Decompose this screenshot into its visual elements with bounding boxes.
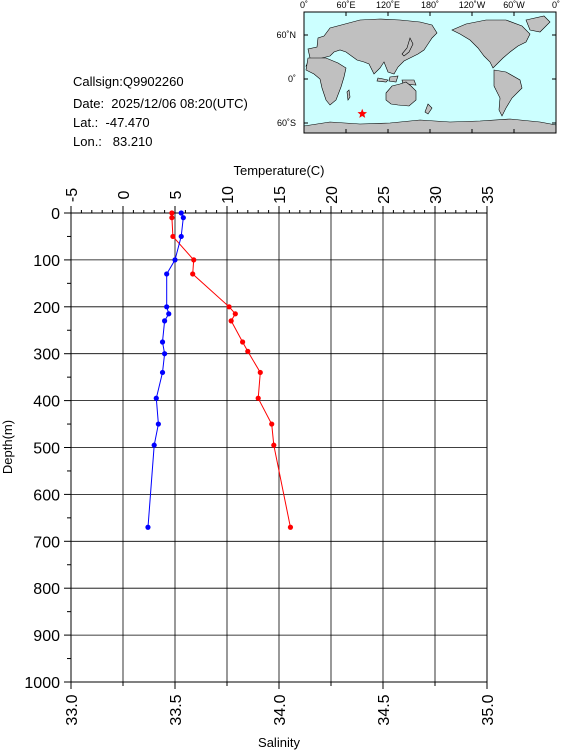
temperature-data-point xyxy=(240,339,246,345)
chart-grid xyxy=(70,212,488,683)
salinity-data-point xyxy=(166,311,172,317)
temperature-tick-label: 25 xyxy=(376,186,393,204)
map-ticks xyxy=(303,12,557,133)
depth-tick-label: 200 xyxy=(33,300,60,317)
map-lat-label: 0˚ xyxy=(288,74,296,84)
salinity-data-point xyxy=(162,318,168,324)
temperature-data-point xyxy=(226,304,232,310)
axis-ticks xyxy=(64,206,488,689)
temperature-tick-label: -5 xyxy=(64,188,81,202)
salinity-tick-labels: 33.0 33.5 34.0 34.5 35.0 xyxy=(64,694,497,725)
date-text: Date: 2025/12/06 08:20(UTC) xyxy=(73,96,248,111)
map-lat-label: 60˚N xyxy=(276,30,296,40)
callsign-text: Callsign:Q9902260 xyxy=(73,74,184,89)
latitude-text: Lat.: -47.470 xyxy=(73,115,150,130)
salinity-data-point xyxy=(151,442,157,448)
depth-tick-label: 300 xyxy=(33,347,60,364)
temperature-tick-label: 0 xyxy=(116,190,133,199)
temperature-tick-label: 10 xyxy=(220,186,237,204)
temperature-tick-label: 30 xyxy=(428,186,445,204)
map-lat-label: 60˚S xyxy=(277,118,296,128)
temperature-data-point xyxy=(228,318,234,324)
map-lon-label: 0˚ xyxy=(300,0,308,10)
salinity-data-point xyxy=(178,210,184,216)
map-lon-label: 60˚W xyxy=(503,0,525,10)
map-lon-label: 60˚E xyxy=(336,0,355,10)
temperature-axis-label: Temperature(C) xyxy=(233,163,324,178)
temperature-tick-label: 35 xyxy=(480,186,497,204)
depth-tick-labels: 0 100 200 300 400 500 600 700 800 900 1000 xyxy=(24,206,60,692)
salinity-data-point xyxy=(178,233,184,240)
depth-tick-label: 800 xyxy=(33,581,60,598)
temperature-data-point xyxy=(170,233,176,240)
salinity-axis-label: Salinity xyxy=(258,735,300,750)
map-longitude-labels: 0˚ 60˚E 120˚E 180˚ 120˚W 60˚W 0˚ xyxy=(300,0,560,10)
salinity-tick-label: 33.5 xyxy=(168,694,185,725)
temperature-data-point xyxy=(232,311,238,317)
temperature-data-point xyxy=(287,524,294,530)
salinity-tick-label: 34.0 xyxy=(272,694,289,725)
depth-tick-label: 900 xyxy=(33,628,60,645)
salinity-data-point xyxy=(180,215,186,221)
temperature-data-point xyxy=(271,442,277,448)
depth-tick-label: 100 xyxy=(33,253,60,270)
temperature-data-point xyxy=(169,215,175,221)
salinity-data-point xyxy=(172,257,178,263)
depth-tick-label: 400 xyxy=(33,394,60,411)
salinity-tick-label: 33.0 xyxy=(64,694,81,725)
salinity-data-point xyxy=(159,369,166,376)
temperature-tick-label: 5 xyxy=(168,190,185,199)
salinity-tick-label: 35.0 xyxy=(480,694,497,725)
salinity-data-point xyxy=(155,421,161,427)
profile-chart: -5 0 5 10 15 20 25 30 35 33.0 33.5 34.0 34.5 35.0 0 1… xyxy=(0,163,497,750)
temperature-tick-labels: -5 0 5 10 15 20 25 30 35 xyxy=(64,186,497,204)
salinity-tick-label: 34.5 xyxy=(376,694,393,725)
salinity-data-point xyxy=(159,339,166,345)
temperature-data-point xyxy=(245,348,251,354)
depth-tick-label: 700 xyxy=(33,534,60,551)
map-lon-label: 120˚W xyxy=(459,0,486,10)
depth-tick-label: 0 xyxy=(51,206,60,223)
depth-axis-label: Depth(m) xyxy=(0,420,15,474)
depth-tick-label: 1000 xyxy=(24,675,60,692)
map-lon-label: 120˚E xyxy=(376,0,400,10)
profile-series xyxy=(145,210,294,530)
salinity-data-point xyxy=(164,271,170,277)
temperature-data-point xyxy=(191,257,197,263)
temperature-data-point xyxy=(169,210,175,216)
map-latitude-labels: 60˚N 0˚ 60˚S xyxy=(276,30,296,128)
salinity-data-point xyxy=(153,395,159,401)
temperature-data-point xyxy=(190,271,196,277)
map-lon-label: 0˚ xyxy=(552,0,560,10)
salinity-data-point xyxy=(164,304,170,310)
temperature-tick-label: 20 xyxy=(324,186,341,204)
temperature-data-point xyxy=(255,395,261,401)
temperature-tick-label: 15 xyxy=(272,186,289,204)
longitude-text: Lon.: 83.210 xyxy=(73,134,153,149)
depth-tick-label: 500 xyxy=(33,441,60,458)
map-land xyxy=(303,15,557,134)
depth-tick-label: 600 xyxy=(33,487,60,504)
map-lon-label: 180˚ xyxy=(421,0,439,10)
world-map: 0˚ 60˚E 120˚E 180˚ 120˚W 60˚W 0˚ 60˚N 0˚ 60˚S xyxy=(276,0,560,134)
temperature-data-point xyxy=(257,369,263,376)
station-star-marker xyxy=(357,108,367,118)
salinity-data-point xyxy=(162,351,168,357)
temperature-data-point xyxy=(269,421,275,427)
salinity-data-point xyxy=(145,524,151,530)
